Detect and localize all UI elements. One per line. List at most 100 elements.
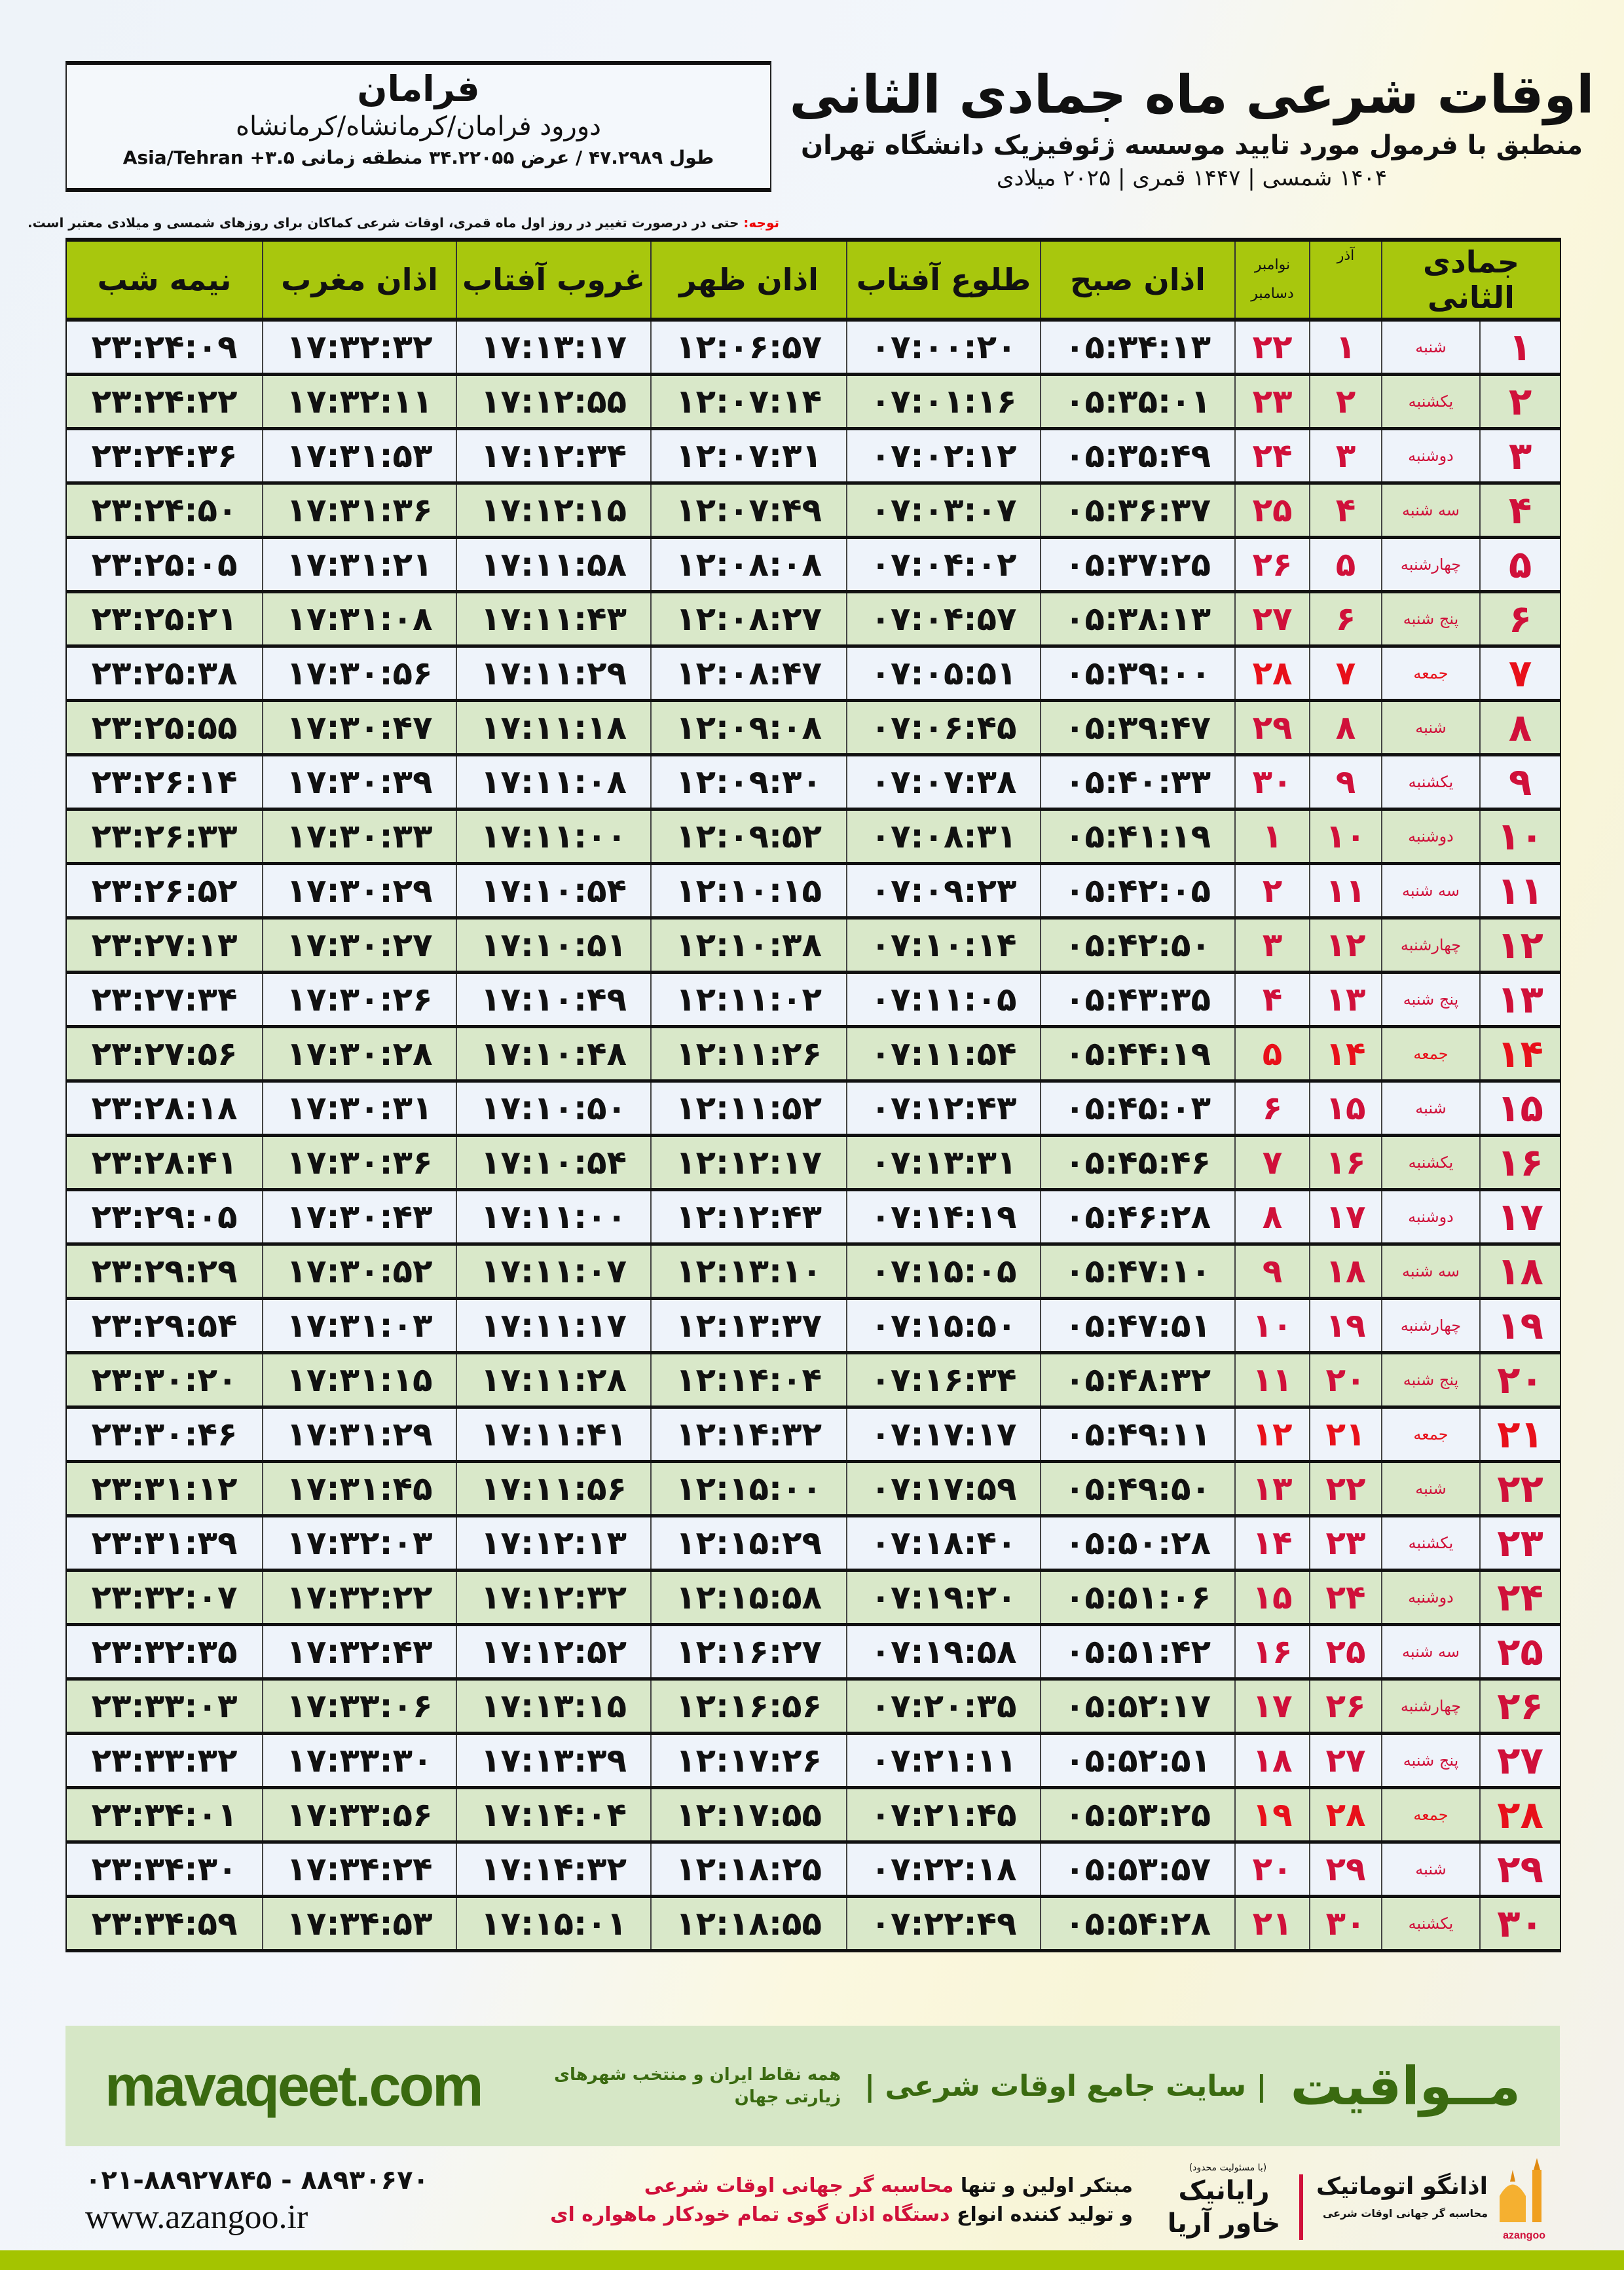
dhuhr-time: ۱۲:۱۰:۳۸ bbox=[650, 918, 847, 974]
year-line: ۱۴۰۴ شمسی | ۱۴۴۷ قمری | ۲۰۲۵ میلادی bbox=[996, 165, 1388, 191]
fajr-time: ۰۵:۳۴:۱۳ bbox=[1040, 320, 1235, 376]
midnight-time: ۲۳:۲۴:۵۰ bbox=[65, 483, 263, 539]
fajr-time: ۰۵:۴۱:۱۹ bbox=[1040, 809, 1235, 865]
header-fajr: اذان صبح bbox=[1040, 238, 1235, 322]
sunset-time: ۱۷:۱۱:۰۰ bbox=[456, 1189, 651, 1246]
sunrise-time: ۰۷:۲۱:۱۱ bbox=[846, 1733, 1041, 1789]
sunrise-time: ۰۷:۰۹:۲۳ bbox=[846, 863, 1041, 920]
bottom-bar bbox=[0, 2250, 1624, 2270]
table-row: ۳ دوشنبه ۳ ۲۴ ۰۵:۳۵:۴۹ ۰۷:۰۲:۱۲ ۱۲:۰۷:۳۱ ۱۷:۱۲:… bbox=[65, 428, 1562, 485]
weekday: دوشنبه bbox=[1380, 809, 1481, 865]
hijri-day: ۶ bbox=[1479, 591, 1562, 648]
gregorian-day: ۱ bbox=[1234, 809, 1310, 865]
sunrise-time: ۰۷:۰۳:۰۷ bbox=[846, 483, 1041, 539]
header-shamsi: آذر bbox=[1309, 238, 1382, 322]
sunrise-time: ۰۷:۱۱:۵۴ bbox=[846, 1026, 1041, 1083]
fajr-time: ۰۵:۴۹:۱۱ bbox=[1040, 1407, 1235, 1463]
table-row: ۲۳ یکشنبه ۲۳ ۱۴ ۰۵:۵۰:۲۸ ۰۷:۱۸:۴۰ ۱۲:۱۵:۲۹ ۱۷:۱… bbox=[65, 1516, 1562, 1572]
sunset-time: ۱۷:۱۱:۵۶ bbox=[456, 1461, 651, 1517]
fajr-time: ۰۵:۳۵:۰۱ bbox=[1040, 374, 1235, 430]
dhuhr-time: ۱۲:۱۲:۴۳ bbox=[650, 1189, 847, 1246]
weekday: چهارشنبه bbox=[1380, 918, 1481, 974]
dhuhr-time: ۱۲:۰۷:۴۹ bbox=[650, 483, 847, 539]
midnight-time: ۲۳:۲۵:۳۸ bbox=[65, 646, 263, 702]
fajr-time: ۰۵:۵۱:۴۲ bbox=[1040, 1624, 1235, 1681]
table-row: ۱۱ سه شنبه ۱۱ ۲ ۰۵:۴۲:۰۵ ۰۷:۰۹:۲۳ ۱۲:۱۰:۱۵ ۱۷:۱… bbox=[65, 863, 1562, 920]
gregorian-day: ۶ bbox=[1234, 1081, 1310, 1137]
azangoo-website[interactable]: www.azangoo.ir bbox=[85, 2199, 308, 2236]
header-sunset: غروب آفتاب bbox=[456, 238, 651, 322]
weekday: جمعه bbox=[1380, 646, 1481, 702]
sunset-time: ۱۷:۱۱:۵۸ bbox=[456, 537, 651, 593]
maghrib-time: ۱۷:۳۱:۰۸ bbox=[262, 591, 456, 648]
table-row: ۸ شنبه ۸ ۲۹ ۰۵:۳۹:۴۷ ۰۷:۰۶:۴۵ ۱۲:۰۹:۰۸ ۱۷:۱۱:۱۸… bbox=[65, 700, 1562, 756]
sunset-time: ۱۷:۱۳:۱۷ bbox=[456, 320, 651, 376]
shamsi-day: ۳۰ bbox=[1309, 1896, 1382, 1952]
gregorian-day: ۷ bbox=[1234, 1135, 1310, 1191]
sunset-time: ۱۷:۱۱:۱۸ bbox=[456, 700, 651, 756]
midnight-time: ۲۳:۲۷:۱۳ bbox=[65, 918, 263, 974]
hijri-day: ۱۷ bbox=[1479, 1189, 1562, 1246]
gregorian-day: ۴ bbox=[1234, 972, 1310, 1028]
weekday: سه شنبه bbox=[1380, 863, 1481, 920]
dhuhr-time: ۱۲:۱۵:۰۰ bbox=[650, 1461, 847, 1517]
shamsi-day: ۱۳ bbox=[1309, 972, 1382, 1028]
midnight-time: ۲۳:۳۲:۰۷ bbox=[65, 1570, 263, 1626]
gregorian-day: ۲ bbox=[1234, 863, 1310, 920]
table-row: ۱۲ چهارشنبه ۱۲ ۳ ۰۵:۴۲:۵۰ ۰۷:۱۰:۱۴ ۱۲:۱۰:۳۸ ۱۷:… bbox=[65, 918, 1562, 974]
sunrise-time: ۰۷:۰۵:۵۱ bbox=[846, 646, 1041, 702]
gregorian-day: ۲۵ bbox=[1234, 483, 1310, 539]
dhuhr-time: ۱۲:۱۲:۱۷ bbox=[650, 1135, 847, 1191]
hijri-day: ۸ bbox=[1479, 700, 1562, 756]
table-row: ۲۷ پنج شنبه ۲۷ ۱۸ ۰۵:۵۲:۵۱ ۰۷:۲۱:۱۱ ۱۲:۱۷:۲۶ ۱۷… bbox=[65, 1733, 1562, 1789]
table-header-row: جمادی الثانی آذر نوامبر دسامبر اذان صبح ط… bbox=[65, 238, 1562, 322]
table-row: ۲۱ جمعه ۲۱ ۱۲ ۰۵:۴۹:۱۱ ۰۷:۱۷:۱۷ ۱۲:۱۴:۳۲ ۱۷:۱۱:… bbox=[65, 1407, 1562, 1463]
banner-url[interactable]: mavaqeet.com bbox=[105, 2053, 483, 2118]
mavaqeet-banner: مــواقیت | سایت جامع اوقات شرعی | همه نق… bbox=[65, 2026, 1560, 2146]
table-row: ۷ جمعه ۷ ۲۸ ۰۵:۳۹:۰۰ ۰۷:۰۵:۵۱ ۱۲:۰۸:۴۷ ۱۷:۱۱:۲۹… bbox=[65, 646, 1562, 702]
fajr-time: ۰۵:۵۳:۲۵ bbox=[1040, 1787, 1235, 1844]
sunrise-time: ۰۷:۰۴:۵۷ bbox=[846, 591, 1041, 648]
fajr-time: ۰۵:۴۷:۱۰ bbox=[1040, 1244, 1235, 1300]
azangoo-en: azangoo bbox=[1503, 2230, 1545, 2241]
midnight-time: ۲۳:۲۹:۵۴ bbox=[65, 1298, 263, 1354]
sunset-time: ۱۷:۱۵:۰۱ bbox=[456, 1896, 651, 1952]
location-city: فرامان bbox=[357, 68, 480, 109]
sunset-time: ۱۷:۱۰:۵۰ bbox=[456, 1081, 651, 1137]
sunset-time: ۱۷:۱۳:۱۵ bbox=[456, 1679, 651, 1735]
maghrib-time: ۱۷:۳۰:۲۷ bbox=[262, 918, 456, 974]
gregorian-day: ۲۹ bbox=[1234, 700, 1310, 756]
table-row: ۱۷ دوشنبه ۱۷ ۸ ۰۵:۴۶:۲۸ ۰۷:۱۴:۱۹ ۱۲:۱۲:۴۳ ۱۷:۱۱… bbox=[65, 1189, 1562, 1246]
hijri-day: ۲۶ bbox=[1479, 1679, 1562, 1735]
midnight-time: ۲۳:۲۴:۲۲ bbox=[65, 374, 263, 430]
midnight-time: ۲۳:۳۳:۳۲ bbox=[65, 1733, 263, 1789]
maghrib-time: ۱۷:۳۳:۵۶ bbox=[262, 1787, 456, 1844]
maghrib-time: ۱۷:۳۰:۳۱ bbox=[262, 1081, 456, 1137]
header-dhuhr: اذان ظهر bbox=[650, 238, 847, 322]
midnight-time: ۲۳:۳۰:۲۰ bbox=[65, 1352, 263, 1409]
midnight-time: ۲۳:۳۲:۳۵ bbox=[65, 1624, 263, 1681]
midnight-time: ۲۳:۳۱:۱۲ bbox=[65, 1461, 263, 1517]
hijri-day: ۱۶ bbox=[1479, 1135, 1562, 1191]
dhuhr-time: ۱۲:۰۹:۵۲ bbox=[650, 809, 847, 865]
sunrise-time: ۰۷:۲۲:۱۸ bbox=[846, 1842, 1041, 1898]
gregorian-day: ۳ bbox=[1234, 918, 1310, 974]
table-row: ۱۶ یکشنبه ۱۶ ۷ ۰۵:۴۵:۴۶ ۰۷:۱۳:۳۱ ۱۲:۱۲:۱۷ ۱۷:۱۰… bbox=[65, 1135, 1562, 1191]
shamsi-day: ۲۴ bbox=[1309, 1570, 1382, 1626]
weekday: یکشنبه bbox=[1380, 1896, 1481, 1952]
table-row: ۲۵ سه شنبه ۲۵ ۱۶ ۰۵:۵۱:۴۲ ۰۷:۱۹:۵۸ ۱۲:۱۶:۲۷ ۱۷:… bbox=[65, 1624, 1562, 1681]
weekday: سه شنبه bbox=[1380, 1244, 1481, 1300]
weekday: پنج شنبه bbox=[1380, 591, 1481, 648]
sunrise-time: ۰۷:۲۰:۳۵ bbox=[846, 1679, 1041, 1735]
maghrib-time: ۱۷:۳۰:۴۳ bbox=[262, 1189, 456, 1246]
midnight-time: ۲۳:۲۵:۰۵ bbox=[65, 537, 263, 593]
weekday: شنبه bbox=[1380, 1081, 1481, 1137]
weekday: سه شنبه bbox=[1380, 1624, 1481, 1681]
midnight-time: ۲۳:۲۷:۳۴ bbox=[65, 972, 263, 1028]
shamsi-day: ۸ bbox=[1309, 700, 1382, 756]
table-row: ۱۵ شنبه ۱۵ ۶ ۰۵:۴۵:۰۳ ۰۷:۱۲:۴۳ ۱۲:۱۱:۵۲ ۱۷:۱۰:۵… bbox=[65, 1081, 1562, 1137]
hijri-day: ۲۷ bbox=[1479, 1733, 1562, 1789]
gregorian-day: ۲۱ bbox=[1234, 1896, 1310, 1952]
shamsi-day: ۲۰ bbox=[1309, 1352, 1382, 1409]
hijri-day: ۱۴ bbox=[1479, 1026, 1562, 1083]
